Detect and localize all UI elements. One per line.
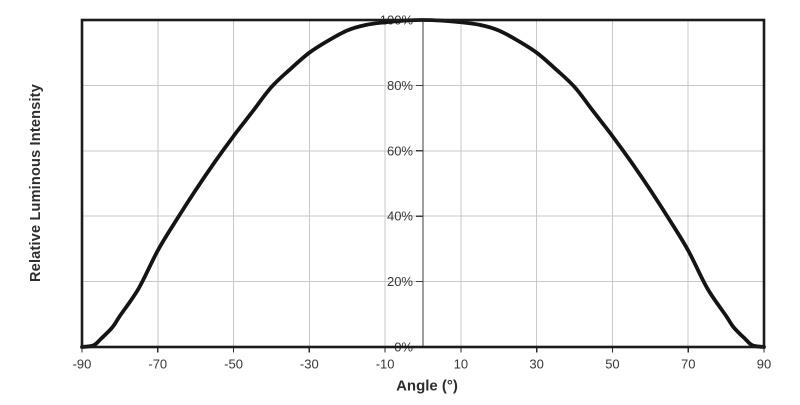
y-axis-title: Relative Luminous Intensity <box>28 84 44 282</box>
x-tick-label: -30 <box>300 357 319 372</box>
x-tick-label: 90 <box>757 357 771 372</box>
y-tick-label: 80% <box>387 78 413 93</box>
x-tick-label: -50 <box>224 357 243 372</box>
x-tick-label: 50 <box>605 357 619 372</box>
x-tick-label: 30 <box>529 357 543 372</box>
y-tick-label: 60% <box>387 143 413 158</box>
x-axis-title: Angle (°) <box>396 377 458 395</box>
x-tick-label: -70 <box>148 357 167 372</box>
y-tick-label: 40% <box>387 209 413 224</box>
x-tick-label: -10 <box>376 357 395 372</box>
x-tick-label: 70 <box>681 357 695 372</box>
x-tick-label: 10 <box>454 357 468 372</box>
x-tick-label: -90 <box>73 357 92 372</box>
y-tick-label: 20% <box>387 274 413 289</box>
plot-frame <box>80 18 766 349</box>
